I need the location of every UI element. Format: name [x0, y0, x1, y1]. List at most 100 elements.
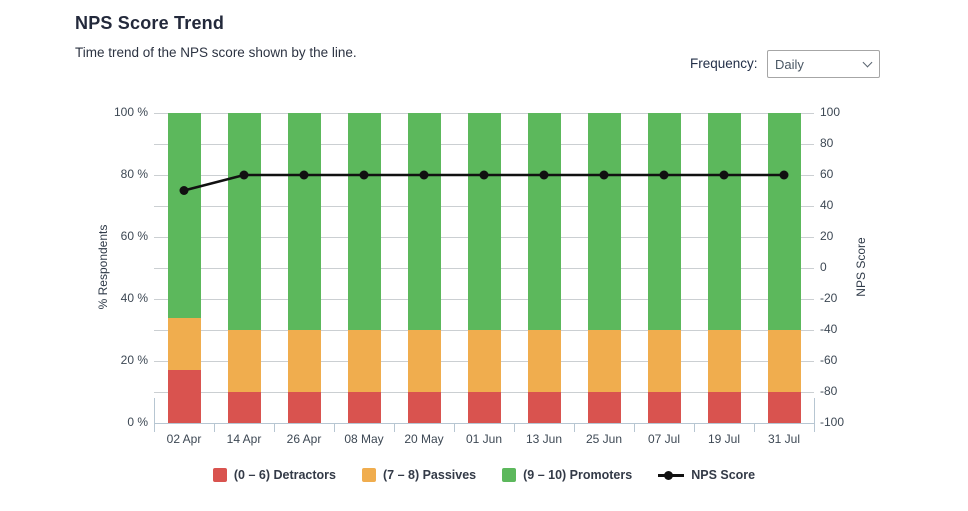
bar-segment-detractors[interactable]: [407, 392, 441, 423]
x-axis-tick: [334, 423, 335, 432]
bar-segment-passives[interactable]: [287, 330, 321, 392]
bar-segment-passives[interactable]: [467, 330, 501, 392]
nps-line-point[interactable]: [419, 170, 429, 180]
right-axis-tick-label: -60: [820, 353, 838, 367]
bar-segment-promoters[interactable]: [707, 113, 741, 330]
nps-line-point[interactable]: [599, 170, 609, 180]
bar-segment-detractors[interactable]: [347, 392, 381, 423]
bar-segment-detractors[interactable]: [227, 392, 261, 423]
bar-segment-detractors[interactable]: [707, 392, 741, 423]
bar-segment-detractors[interactable]: [167, 370, 201, 423]
page-subtitle: Time trend of the NPS score shown by the…: [75, 45, 357, 60]
x-axis-label: 08 May: [344, 432, 384, 446]
left-axis-tick-label: 80 %: [120, 167, 148, 181]
nps-line-point[interactable]: [539, 170, 549, 180]
x-axis-label: 07 Jul: [647, 432, 681, 446]
frequency-select-wrap: Daily: [767, 50, 880, 78]
x-axis-tick: [274, 423, 275, 432]
right-axis-tick-label: -20: [820, 291, 838, 305]
legend-item-detractors[interactable]: (0 – 6) Detractors: [212, 468, 336, 482]
left-axis-tick-label: 40 %: [120, 291, 148, 305]
nps-line-point[interactable]: [359, 170, 369, 180]
bar-segment-promoters[interactable]: [167, 113, 201, 318]
bar-segment-detractors[interactable]: [647, 392, 681, 423]
bar-segment-promoters[interactable]: [587, 113, 621, 330]
legend-swatch-icon: [502, 468, 517, 482]
bar-segment-promoters[interactable]: [767, 113, 801, 330]
nps-line-point[interactable]: [479, 170, 489, 180]
frequency-label: Frequency:: [690, 56, 758, 71]
x-axis-tick: [454, 423, 455, 432]
right-axis-tick-label: 60: [820, 167, 834, 181]
nps-line-point[interactable]: [719, 170, 729, 180]
legend-item-promoters[interactable]: (9 – 10) Promoters: [502, 468, 632, 482]
legend-line-marker-icon: [658, 468, 685, 482]
x-axis-line: [154, 423, 814, 424]
bar-segment-promoters[interactable]: [407, 113, 441, 330]
bar-segment-passives[interactable]: [767, 330, 801, 392]
left-axis-tick-label: 100 %: [113, 105, 148, 119]
legend-label: (7 – 8) Passives: [383, 468, 477, 482]
bar-segment-promoters[interactable]: [527, 113, 561, 330]
right-axis-tick-label: 20: [820, 229, 834, 243]
nps-line-point[interactable]: [659, 170, 669, 180]
right-axis-stub: [814, 398, 815, 423]
bar-segment-detractors[interactable]: [287, 392, 321, 423]
x-axis-label: 14 Apr: [226, 432, 262, 446]
right-axis-tick-label: 40: [820, 198, 834, 212]
nps-line-point[interactable]: [239, 170, 249, 180]
x-axis-tick: [814, 423, 815, 432]
page-title: NPS Score Trend: [75, 13, 225, 33]
right-axis-tick-label: 100: [820, 105, 841, 119]
right-axis-title: NPS Score: [854, 237, 868, 297]
bar-segment-detractors[interactable]: [467, 392, 501, 423]
right-axis-tick-label: 80: [820, 136, 834, 150]
bar-segment-passives[interactable]: [707, 330, 741, 392]
bar-segment-detractors[interactable]: [767, 392, 801, 423]
x-axis-tick: [214, 423, 215, 432]
x-axis-label: 01 Jun: [465, 432, 503, 446]
left-axis-tick-label: 0 %: [127, 415, 148, 429]
bar-segment-detractors[interactable]: [587, 392, 621, 423]
bar-segment-passives[interactable]: [407, 330, 441, 392]
bar-segment-promoters[interactable]: [287, 113, 321, 330]
legend-item-passives[interactable]: (7 – 8) Passives: [362, 468, 476, 482]
x-axis-tick: [394, 423, 395, 432]
bar-segment-passives[interactable]: [167, 317, 201, 371]
left-axis-tick-label: 60 %: [120, 229, 148, 243]
x-axis-label: 19 Jul: [707, 432, 741, 446]
x-axis-tick: [154, 423, 155, 432]
bar-segment-promoters[interactable]: [647, 113, 681, 330]
nps-line-point[interactable]: [779, 170, 789, 180]
bar-segment-passives[interactable]: [347, 330, 381, 392]
x-axis-label: 20 May: [404, 432, 444, 446]
right-axis-tick-label: -100: [820, 415, 845, 429]
right-axis-tick-label: 0: [820, 260, 827, 274]
nps-line-point[interactable]: [299, 170, 309, 180]
x-axis-label: 25 Jun: [585, 432, 623, 446]
legend-label: (9 – 10) Promoters: [523, 468, 633, 482]
bar-segment-passives[interactable]: [227, 330, 261, 392]
nps-line-point[interactable]: [179, 186, 189, 195]
x-axis-label: 13 Jun: [525, 432, 563, 446]
bar-segment-passives[interactable]: [587, 330, 621, 392]
legend-swatch-icon: [212, 468, 227, 482]
bar-segment-promoters[interactable]: [227, 113, 261, 330]
frequency-select[interactable]: Daily: [767, 50, 880, 78]
legend-item-nps-score[interactable]: NPS Score: [658, 468, 755, 482]
x-axis-label: 02 Apr: [166, 432, 202, 446]
right-axis-tick-label: -80: [820, 384, 838, 398]
chart-legend: (0 – 6) Detractors (7 – 8) Passives (9 – 1…: [0, 468, 968, 482]
legend-label: NPS Score: [691, 468, 756, 482]
x-axis-tick: [754, 423, 755, 432]
x-axis-tick: [634, 423, 635, 432]
x-axis-tick: [574, 423, 575, 432]
x-axis-label: 26 Apr: [286, 432, 322, 446]
bar-segment-detractors[interactable]: [527, 392, 561, 423]
bar-segment-passives[interactable]: [647, 330, 681, 392]
bar-segment-promoters[interactable]: [467, 113, 501, 330]
x-axis-tick: [694, 423, 695, 432]
bar-segment-promoters[interactable]: [347, 113, 381, 330]
bar-segment-passives[interactable]: [527, 330, 561, 392]
